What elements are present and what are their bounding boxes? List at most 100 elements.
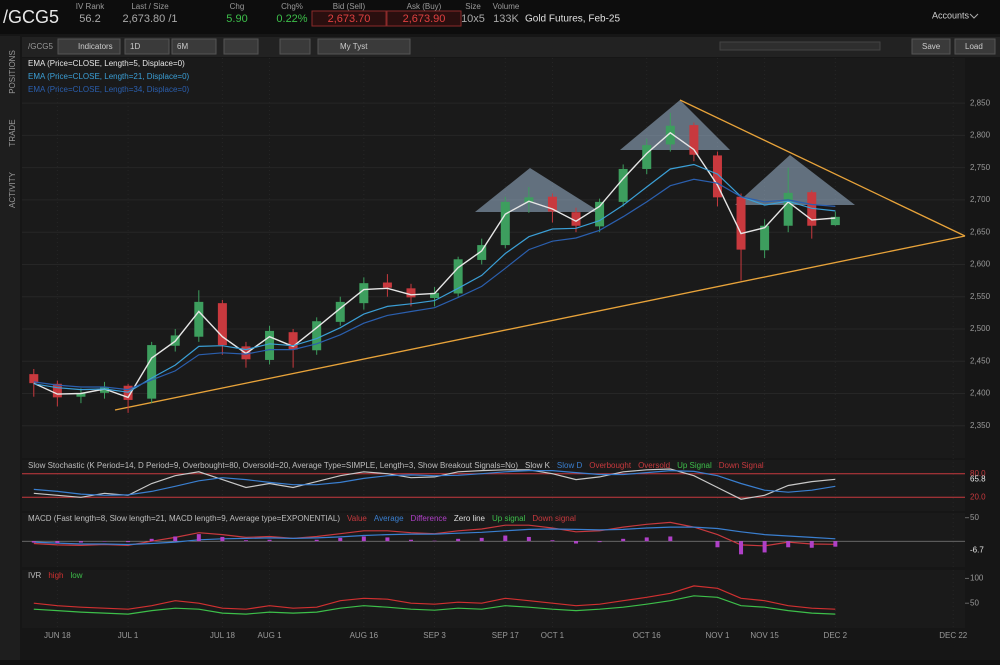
histogram-bar	[645, 537, 649, 541]
field-value: 10x5	[461, 13, 485, 25]
x-tick-label: AUG 16	[350, 631, 379, 640]
load-label: Load	[965, 42, 983, 51]
legend-entry: Slow K	[525, 461, 551, 470]
candle-body	[359, 283, 368, 303]
y-tick-label: 2,400	[970, 389, 991, 398]
y-tick-label: 2,350	[970, 421, 991, 430]
sidebar-tab[interactable]: TRADE	[8, 119, 17, 146]
field-value: 2,673.80 /1	[122, 13, 177, 25]
level-label: 20.0	[970, 492, 986, 501]
histogram-bar	[197, 534, 201, 541]
period-label: 6M	[177, 42, 188, 51]
ivr-panel	[22, 570, 965, 628]
field-value: 5.90	[226, 13, 247, 25]
candle-body	[194, 302, 203, 337]
zoom-slider[interactable]	[720, 42, 880, 50]
legend-entry: Down Signal	[719, 461, 764, 470]
x-tick-label: JUL 1	[118, 631, 139, 640]
legend-entry: MACD (Fast length=8, Slow length=21, MAC…	[28, 514, 340, 523]
x-tick-label: JUL 18	[210, 631, 236, 640]
histogram-bar	[763, 541, 767, 552]
symbol: /GCG5	[3, 7, 59, 27]
legend-entry: Up signal	[492, 514, 526, 523]
chart-type-button[interactable]	[224, 39, 258, 54]
x-tick-label: OCT 1	[541, 631, 565, 640]
x-tick-label: OCT 16	[633, 631, 661, 640]
histogram-bar	[621, 539, 625, 541]
histogram-bar	[574, 541, 578, 543]
histogram-bar	[32, 541, 36, 542]
save-label: Save	[922, 42, 941, 51]
histogram-bar	[786, 541, 790, 547]
candle-body	[383, 283, 392, 288]
x-tick-label: NOV 1	[705, 631, 730, 640]
candle-body	[784, 193, 793, 226]
x-tick-label: NOV 15	[750, 631, 779, 640]
accounts-menu[interactable]: Accounts	[932, 10, 970, 20]
legend-entry: Zero line	[454, 514, 486, 523]
candle-body	[619, 169, 628, 202]
histogram-bar	[55, 541, 59, 543]
histogram-bar	[126, 541, 130, 542]
histogram-bar	[456, 539, 460, 541]
candle-body	[737, 197, 746, 250]
candle-body	[336, 302, 345, 322]
histogram-bar	[385, 537, 389, 541]
histogram-bar	[268, 540, 272, 541]
histogram-bar	[409, 540, 413, 541]
histogram-bar	[810, 541, 814, 548]
field-label: Chg	[230, 2, 245, 11]
y-tick-label: 2,700	[970, 195, 991, 204]
y-tick-label: 2,650	[970, 227, 991, 236]
legend-entry: Overbought	[589, 461, 632, 470]
candle-body	[406, 288, 415, 297]
legend-entry: IVR	[28, 571, 42, 580]
legend-entry: Slow D	[557, 461, 583, 470]
legend-entry: Down signal	[532, 514, 576, 523]
field-value: 56.2	[79, 13, 100, 25]
candle-body	[265, 331, 274, 360]
indicator-label: EMA (Price=CLOSE, Length=34, Displace=0)	[28, 85, 190, 94]
legend-entry: Difference	[411, 514, 448, 523]
y-tick-label: 2,550	[970, 292, 991, 301]
legend-entry: Up Signal	[677, 461, 712, 470]
indicator-label: EMA (Price=CLOSE, Length=21, Displace=0)	[28, 72, 190, 81]
histogram-bar	[527, 537, 531, 541]
description: Gold Futures, Feb-25	[525, 14, 620, 25]
y-tick-label: 2,600	[970, 260, 991, 269]
x-tick-label: DEC 22	[939, 631, 968, 640]
drawing-button[interactable]	[280, 39, 310, 54]
aggregation-label: 1D	[130, 42, 140, 51]
histogram-bar	[150, 539, 154, 541]
y-tick-label: 100	[970, 574, 984, 583]
histogram-bar	[315, 540, 319, 541]
candle-body	[760, 226, 769, 251]
x-tick-label: JUN 18	[44, 631, 71, 640]
x-tick-label: AUG 1	[258, 631, 283, 640]
style-label: My Tyst	[340, 42, 368, 51]
y-tick-label: 2,850	[970, 98, 991, 107]
field-label: Size	[465, 2, 481, 11]
histogram-bar	[173, 536, 177, 541]
field-label: Ask (Buy)	[407, 2, 442, 11]
x-tick-label: SEP 17	[492, 631, 520, 640]
field-value: 2,673.90	[403, 13, 446, 25]
field-value: 2,673.70	[328, 13, 371, 25]
indicators-label: Indicators	[78, 42, 113, 51]
histogram-bar	[668, 536, 672, 541]
legend-entry: Average	[374, 514, 404, 523]
histogram-bar	[220, 537, 224, 541]
x-tick-label: DEC 2	[824, 631, 848, 640]
candle-body	[147, 345, 156, 399]
y-tick-label: 50	[970, 513, 979, 522]
legend-entry: Slow Stochastic (K Period=14, D Period=9…	[28, 461, 518, 470]
sidebar-tab[interactable]: POSITIONS	[8, 50, 17, 94]
last-value: -6.7	[970, 545, 984, 554]
y-tick-label: 2,750	[970, 163, 991, 172]
last-value: 65.8	[970, 474, 986, 483]
toolbar-symbol: /GCG5	[28, 42, 53, 51]
histogram-bar	[550, 540, 554, 541]
sidebar-tab[interactable]: ACTIVITY	[8, 171, 17, 208]
legend-entry: high	[48, 571, 63, 580]
